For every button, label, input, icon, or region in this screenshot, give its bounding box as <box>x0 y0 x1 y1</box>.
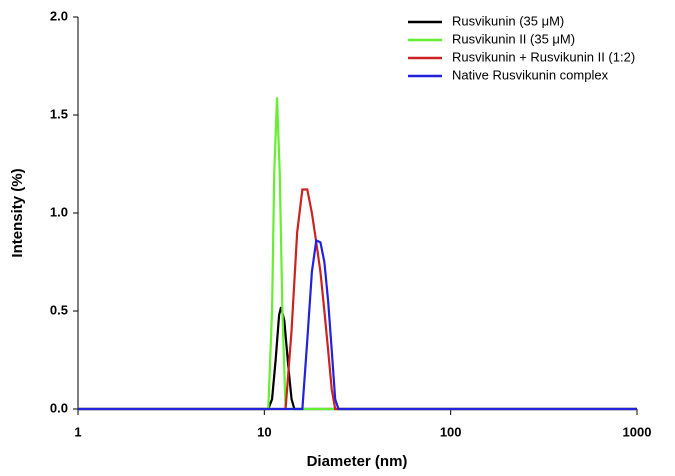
x-tick-label: 1000 <box>623 424 652 439</box>
series-line <box>78 238 637 411</box>
y-tick-label: 0.5 <box>50 302 68 317</box>
series-line <box>78 306 637 411</box>
legend-label: Rusvikunin (35 μM) <box>452 13 564 28</box>
legend-label: Native Rusvikunin complex <box>452 67 609 82</box>
legend-label: Rusvikunin + Rusvikunin II (1:2) <box>452 49 635 64</box>
y-tick-label: 1.0 <box>50 204 68 219</box>
x-tick-label: 1 <box>74 424 81 439</box>
x-tick-label: 100 <box>440 424 462 439</box>
legend-label: Rusvikunin II (35 μM) <box>452 31 575 46</box>
series-line <box>78 188 637 411</box>
y-tick-label: 0.0 <box>50 400 68 415</box>
y-axis-label: Intensity (%) <box>9 168 26 257</box>
series-line <box>78 97 637 411</box>
y-tick-label: 1.5 <box>50 106 68 121</box>
x-tick-label: 10 <box>257 424 271 439</box>
y-tick-label: 2.0 <box>50 8 68 23</box>
x-axis-label: Diameter (nm) <box>307 453 408 470</box>
